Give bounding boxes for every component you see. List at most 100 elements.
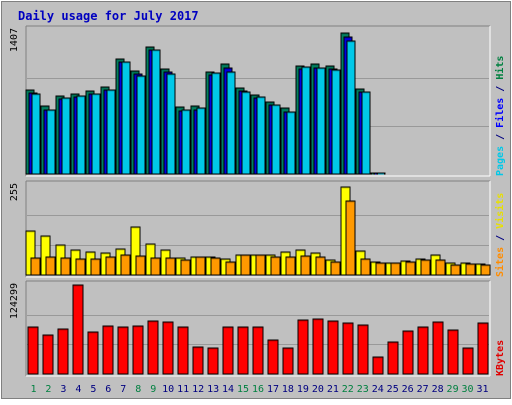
bar-fill xyxy=(390,262,401,276)
bar-pages-day-3 xyxy=(61,97,71,175)
bar-fill xyxy=(312,318,324,375)
bar-kbytes-day-7 xyxy=(117,326,129,375)
bar-pages-day-10 xyxy=(166,73,176,175)
bar-fill xyxy=(360,258,371,276)
bar-sites-day-15 xyxy=(240,254,251,276)
bar-fill xyxy=(285,256,296,276)
x-tick-label-day-31: 31 xyxy=(476,384,488,395)
bar-fill xyxy=(192,346,204,375)
bar-kbytes-day-10 xyxy=(162,321,174,375)
bar-fill xyxy=(301,66,311,175)
bar-fill xyxy=(316,67,326,175)
bar-fill xyxy=(252,326,264,375)
bar-fill xyxy=(327,320,339,375)
x-tick-label-day-21: 21 xyxy=(327,384,339,395)
bar-sites-day-26 xyxy=(405,261,416,276)
bar-pages-day-13 xyxy=(211,72,221,175)
bar-kbytes-day-5 xyxy=(87,331,99,375)
bar-fill xyxy=(405,261,416,276)
bar-fill xyxy=(211,72,221,175)
bar-sites-day-27 xyxy=(420,259,431,276)
bar-sites-day-1 xyxy=(30,257,41,276)
axis-label-part: Visits xyxy=(494,193,506,229)
bar-fill xyxy=(177,326,189,375)
bar-pages-day-11 xyxy=(181,109,191,175)
bar-kbytes-day-24 xyxy=(372,356,384,375)
x-tick-label-day-11: 11 xyxy=(177,384,189,395)
bar-kbytes-day-19 xyxy=(297,319,309,375)
bar-sites-day-14 xyxy=(225,261,236,276)
bar-sites-day-12 xyxy=(195,256,206,276)
bar-fill xyxy=(121,61,131,175)
bar-kbytes-day-21 xyxy=(327,320,339,375)
bar-fill xyxy=(241,91,251,175)
bar-pages-day-24 xyxy=(376,172,386,175)
bar-fill xyxy=(196,107,206,175)
bar-fill xyxy=(361,91,371,175)
bar-kbytes-day-3 xyxy=(57,328,69,375)
bar-fill xyxy=(297,319,309,375)
panel-axis-label: KBytes xyxy=(495,340,506,376)
bar-kbytes-day-6 xyxy=(102,325,114,375)
bar-pages-day-14 xyxy=(226,71,236,175)
bar-kbytes-day-8 xyxy=(132,325,144,375)
bar-fill xyxy=(345,200,356,276)
x-tick-label-day-2: 2 xyxy=(45,384,51,395)
bar-fill xyxy=(375,262,386,276)
bar-fill xyxy=(331,69,341,175)
bar-fill xyxy=(135,255,146,276)
bar-fill xyxy=(76,95,86,175)
bar-sites-day-10 xyxy=(165,257,176,276)
bar-kbytes-day-20 xyxy=(312,318,324,375)
panel-axis-label: Sites / Visits xyxy=(494,193,506,277)
bar-sites-day-18 xyxy=(285,256,296,276)
bar-fill xyxy=(165,257,176,276)
bar-fill xyxy=(57,328,69,375)
axis-label-part: Sites xyxy=(494,247,506,277)
bar-sites-day-2 xyxy=(45,256,56,276)
bar-fill xyxy=(226,71,236,175)
chart-title: Daily usage for July 2017 xyxy=(18,9,199,23)
bar-fill xyxy=(181,109,191,175)
panel-1: 1407 Pages / Files / Hits xyxy=(9,25,506,177)
axis-label-part: KBytes xyxy=(495,340,506,376)
bar-fill xyxy=(117,326,129,375)
bar-sites-day-13 xyxy=(210,257,221,276)
panel-axis-label: Pages / Files / Hits xyxy=(494,56,506,176)
x-tick-label-day-20: 20 xyxy=(312,384,324,395)
bar-sites-day-25 xyxy=(390,262,401,276)
x-tick-label-day-27: 27 xyxy=(417,384,429,395)
bar-fill xyxy=(61,97,71,175)
x-tick-label-day-9: 9 xyxy=(150,384,156,395)
bar-pages-day-20 xyxy=(316,67,326,175)
x-tick-label-day-18: 18 xyxy=(282,384,294,395)
panel-max-label: 124299 xyxy=(9,283,20,319)
x-tick-label-day-3: 3 xyxy=(60,384,66,395)
bar-fill xyxy=(46,109,56,175)
bar-kbytes-day-16 xyxy=(252,326,264,375)
bar-kbytes-day-25 xyxy=(387,341,399,375)
bar-sites-day-28 xyxy=(435,259,446,276)
bar-fill xyxy=(267,339,279,375)
bar-pages-day-1 xyxy=(31,93,41,175)
bar-fill xyxy=(87,331,99,375)
bar-fill xyxy=(225,261,236,276)
x-tick-label-day-1: 1 xyxy=(30,384,36,395)
bar-pages-day-22 xyxy=(346,40,356,175)
bar-pages-day-18 xyxy=(286,111,296,175)
bar-fill xyxy=(222,326,234,375)
x-tick-label-day-12: 12 xyxy=(192,384,204,395)
bar-kbytes-day-2 xyxy=(42,334,54,375)
bar-kbytes-day-18 xyxy=(282,347,294,375)
bar-kbytes-day-27 xyxy=(417,326,429,375)
bar-pages-day-23 xyxy=(361,91,371,175)
bar-fill xyxy=(132,325,144,375)
bar-sites-day-23 xyxy=(360,258,371,276)
bar-sites-day-5 xyxy=(90,258,101,276)
bar-kbytes-day-23 xyxy=(357,324,369,375)
x-tick-label-day-25: 25 xyxy=(387,384,399,395)
bar-sites-day-3 xyxy=(60,257,71,276)
bar-fill xyxy=(102,325,114,375)
bar-sites-day-9 xyxy=(150,257,161,276)
bar-sites-day-22 xyxy=(345,200,356,276)
